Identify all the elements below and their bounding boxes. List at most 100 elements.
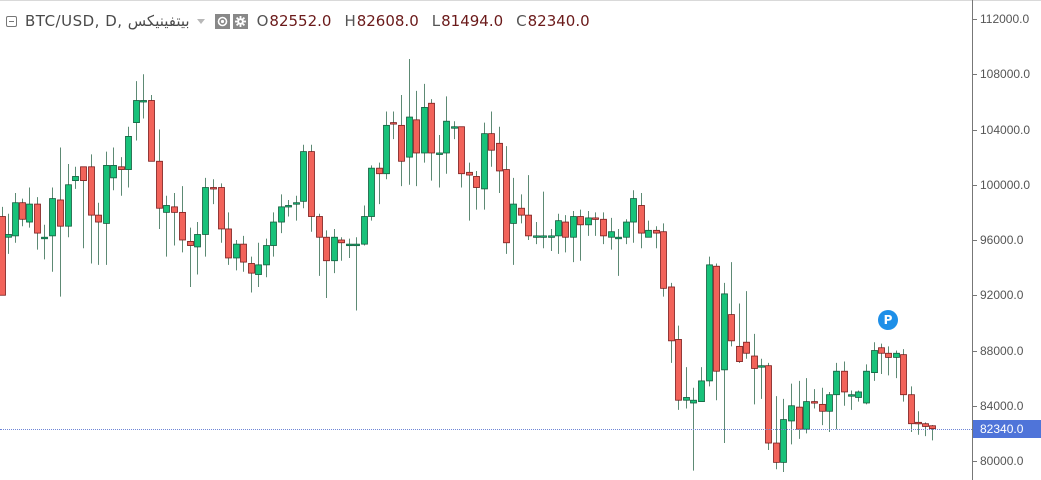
candle bbox=[510, 177, 517, 265]
candle bbox=[841, 361, 848, 406]
candle bbox=[773, 396, 780, 470]
candle bbox=[855, 390, 862, 402]
symbol-title[interactable]: BTC/USD, D, بيتفينيكس bbox=[25, 12, 190, 30]
candle bbox=[473, 170, 480, 210]
price-axis[interactable]: 112000.0 108000.0 104000.0 100000.0 96000.0 9… bbox=[972, 0, 1041, 480]
ohlc-low: L81494.0 bbox=[432, 12, 503, 30]
candle bbox=[323, 230, 330, 299]
axis-label: 100000.0 bbox=[980, 177, 1031, 192]
candle bbox=[885, 346, 892, 376]
axis-label: 92000.0 bbox=[980, 288, 1024, 303]
axis-label: 96000.0 bbox=[980, 233, 1024, 247]
candle bbox=[202, 177, 209, 257]
gear-icon[interactable] bbox=[232, 13, 248, 29]
candle bbox=[915, 411, 922, 435]
candle bbox=[308, 144, 315, 232]
candle bbox=[451, 121, 458, 140]
candle bbox=[163, 195, 170, 257]
candle bbox=[615, 228, 622, 276]
candle bbox=[758, 358, 765, 399]
current-price-tag: 82340.0 bbox=[973, 419, 1041, 438]
candle bbox=[421, 83, 428, 163]
candle bbox=[608, 217, 615, 250]
candle bbox=[398, 94, 405, 187]
candle bbox=[110, 147, 117, 191]
candle bbox=[555, 213, 562, 254]
candle bbox=[675, 325, 682, 410]
marker-badge[interactable]: P bbox=[878, 310, 898, 330]
ohlc-open-value: 82552.0 bbox=[269, 12, 332, 30]
candle bbox=[278, 194, 285, 234]
candle bbox=[225, 212, 232, 265]
candle bbox=[125, 126, 132, 188]
candle bbox=[0, 206, 6, 296]
axis-tick bbox=[972, 405, 977, 407]
candle bbox=[88, 154, 95, 264]
candlestick-chart[interactable] bbox=[0, 0, 972, 480]
candle bbox=[376, 162, 383, 205]
candle bbox=[751, 333, 758, 405]
candle bbox=[103, 151, 110, 265]
ohlc-values: O82552.0 H82608.0 L81494.0 C82340.0 bbox=[257, 12, 603, 30]
candle bbox=[488, 111, 495, 167]
candle bbox=[811, 389, 818, 409]
candle bbox=[353, 237, 360, 311]
candle bbox=[406, 59, 413, 185]
candle bbox=[698, 367, 705, 403]
chevron-down-icon[interactable] bbox=[196, 18, 205, 24]
candle bbox=[57, 147, 64, 297]
candle bbox=[436, 135, 443, 188]
candle bbox=[525, 175, 532, 240]
candle bbox=[293, 195, 300, 221]
candle bbox=[466, 162, 473, 221]
candle bbox=[713, 263, 720, 401]
candle bbox=[826, 391, 833, 432]
candle bbox=[263, 238, 270, 278]
candle bbox=[95, 202, 102, 265]
axis-tick bbox=[972, 350, 977, 352]
candle bbox=[80, 166, 87, 249]
candle bbox=[660, 223, 667, 297]
candle bbox=[728, 262, 735, 347]
axis-tick bbox=[972, 129, 977, 131]
candle bbox=[361, 205, 368, 246]
candle bbox=[171, 193, 178, 246]
candle bbox=[443, 96, 450, 174]
eye-icon[interactable] bbox=[214, 13, 230, 29]
candle bbox=[570, 210, 577, 263]
candle bbox=[929, 424, 936, 441]
candle bbox=[900, 349, 907, 402]
ohlc-high-value: 82608.0 bbox=[356, 12, 419, 30]
candle bbox=[270, 212, 277, 257]
candle bbox=[12, 193, 19, 243]
candle bbox=[871, 342, 878, 381]
ohlc-close: C82340.0 bbox=[516, 12, 590, 30]
candle bbox=[780, 398, 787, 473]
ohlc-low-key: L bbox=[431, 12, 441, 30]
candle bbox=[600, 212, 607, 245]
candle bbox=[240, 235, 247, 272]
axis-label: 104000.0 bbox=[980, 122, 1031, 137]
candle bbox=[368, 165, 375, 221]
axis-tick bbox=[972, 74, 977, 76]
candle bbox=[638, 193, 645, 249]
candle bbox=[893, 350, 900, 379]
candle bbox=[796, 380, 803, 439]
chart-legend: BTC/USD, D, بيتفينيكس O82552.0 H82608.0 … bbox=[6, 10, 603, 32]
collapse-legend-icon[interactable] bbox=[6, 15, 17, 27]
candle bbox=[481, 122, 488, 210]
candle bbox=[623, 219, 630, 245]
candle bbox=[179, 186, 186, 253]
candle bbox=[26, 187, 33, 228]
ohlc-close-value: 82340.0 bbox=[527, 12, 590, 30]
axis-tick bbox=[972, 184, 977, 186]
candle bbox=[788, 383, 795, 445]
candle bbox=[248, 256, 255, 293]
top-border bbox=[0, 0, 1041, 1]
axis-tick bbox=[972, 19, 977, 20]
candle bbox=[346, 238, 353, 258]
axis-label: 108000.0 bbox=[980, 67, 1031, 82]
candle bbox=[585, 210, 592, 236]
candle bbox=[316, 213, 323, 276]
candle bbox=[255, 242, 262, 287]
